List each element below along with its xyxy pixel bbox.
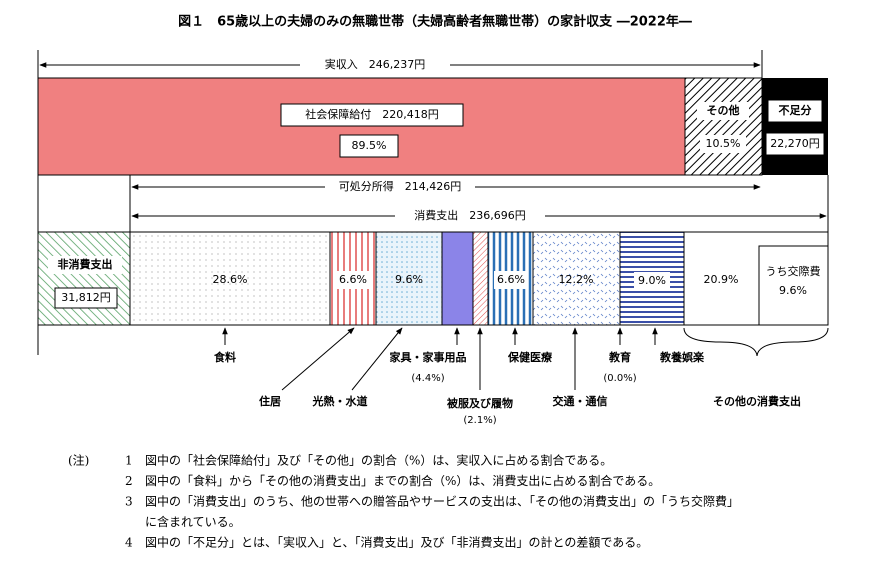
housing-label: 住居 <box>259 394 281 408</box>
note-text: 図中の「社会保障給付」及び「その他」の割合（%）は、実収入に占める割合である。 <box>145 453 612 468</box>
note-number: 1 <box>125 454 133 468</box>
label-box <box>280 103 464 127</box>
non-consumption-segment <box>37 231 131 326</box>
other-consumption-label: その他の消費支出 <box>713 394 801 408</box>
social-box <box>758 245 829 326</box>
furniture-segment <box>441 231 474 326</box>
consumption-label: 消費支出 236,696円 <box>414 208 526 222</box>
deficit-label: 不足分 <box>779 103 812 117</box>
education-label: 教育 <box>608 350 631 364</box>
transport-pct: 12.2% <box>559 273 594 286</box>
label-bg <box>395 208 545 224</box>
health-pct: 6.6% <box>497 273 525 286</box>
transport-segment <box>532 231 621 326</box>
non-consumption-amount: 31,812円 <box>61 291 111 304</box>
note-text: 図中の「不足分」とは、「実収入」と、「消費支出」及び「非消費支出」の計との差額で… <box>145 535 648 550</box>
deficit-amount: 22,270円 <box>770 137 820 150</box>
note-number: 4 <box>125 536 133 550</box>
label-box <box>767 99 823 123</box>
social-pct: 9.6% <box>779 284 807 297</box>
other-income-pct: 10.5% <box>706 137 741 150</box>
pointer <box>281 327 355 391</box>
label-bg <box>325 179 475 195</box>
clothing-label: 被服及び履物 <box>447 396 513 410</box>
label-bg <box>494 271 528 289</box>
food-pct: 28.6% <box>213 273 248 286</box>
note-number: 3 <box>125 495 133 509</box>
furniture-label: 家具・家事用品 <box>390 350 467 364</box>
pointer <box>351 327 403 391</box>
label-box <box>339 134 399 158</box>
non-consumption-label: 非消費支出 <box>58 257 113 271</box>
other-income-segment <box>684 77 763 176</box>
note-text: 図中の「食料」から「その他の消費支出」までの割合（%）は、消費支出に占める割合で… <box>145 473 660 488</box>
social-security-pct: 89.5% <box>352 139 387 152</box>
recreation-label: 教養娯楽 <box>659 350 705 364</box>
utilities-segment <box>375 231 443 326</box>
clothing-pct: (2.1%) <box>463 415 496 426</box>
note-number: 2 <box>125 474 133 488</box>
label-bg <box>697 102 749 120</box>
label-box <box>54 287 118 309</box>
transport-label: 交通・通信 <box>553 394 608 408</box>
note-text: に含まれている。 <box>145 514 241 529</box>
housing-pct: 6.6% <box>339 273 367 286</box>
social-label: うち交際費 <box>766 264 821 278</box>
health-label: 保健医療 <box>507 350 553 364</box>
other-consumption-pct: 20.9% <box>704 273 739 286</box>
note-text: 図中の「消費支出」のうち、他の世帯への贈答品やサービスの支出は、「その他の消費支… <box>145 494 739 509</box>
label-box <box>765 132 825 156</box>
income-label: 実収入 246,237円 <box>325 57 426 71</box>
title: 図１ 65歳以上の夫婦のみの無職世帯（夫婦高齢者無職世帯）の家計収支 ―2022… <box>178 14 692 30</box>
label-bg <box>300 57 450 73</box>
notes: 1 図中の「社会保障給付」及び「その他」の割合（%）は、実収入に占める割合である。… <box>125 453 739 550</box>
notes-marker: (注) <box>68 453 89 468</box>
recreation-pct: 9.0% <box>638 274 666 287</box>
utilities-label: 光熱・水道 <box>312 394 368 408</box>
brace <box>683 327 829 357</box>
furniture-pct: (4.4%) <box>411 373 444 384</box>
food-label: 食料 <box>214 350 236 364</box>
label-bg <box>634 272 670 290</box>
education-pct: (0.0%) <box>603 373 636 384</box>
label-bg <box>48 256 122 274</box>
other-income-label: その他 <box>707 103 740 117</box>
deficit-segment <box>762 78 828 175</box>
social-security-label: 社会保障給付 220,418円 <box>305 107 439 121</box>
food-segment <box>129 231 331 326</box>
disposable-label: 可処分所得 214,426円 <box>339 180 462 193</box>
utilities-pct: 9.6% <box>395 273 423 286</box>
clothing-segment <box>472 231 489 326</box>
label-bg <box>700 135 746 153</box>
label-bg <box>336 271 370 289</box>
